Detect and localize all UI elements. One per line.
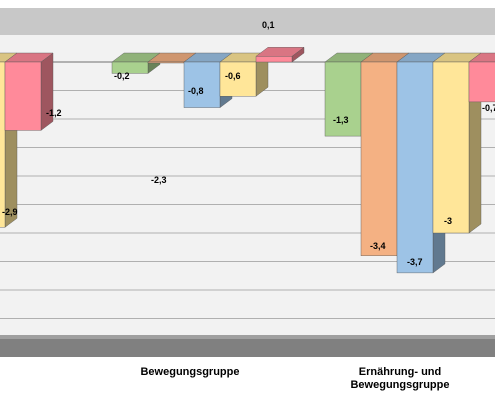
data-label: -0,2 (114, 71, 130, 81)
bar-g0-s3 (0, 61, 6, 228)
data-label: -3,7 (407, 257, 423, 267)
bar-g2-s4 (468, 61, 495, 103)
data-label: -2,3 (151, 175, 167, 185)
bar-g0-s4 (4, 61, 42, 131)
bar-g1-s1 (147, 61, 185, 64)
x-tick-label: Ernährung- und (359, 366, 442, 378)
data-label: -1,3 (333, 115, 349, 125)
x-tick-label: Bewegungsgruppe (140, 366, 239, 378)
data-label: -1,2 (46, 108, 62, 118)
x-tick-label: Bewegungsgruppe (350, 379, 449, 391)
data-label: -3,4 (370, 241, 386, 251)
data-label: -2,9 (2, 207, 18, 217)
data-label: -0,6 (225, 71, 241, 81)
data-label: -3 (444, 216, 452, 226)
bar-side-g0-s4 (40, 52, 54, 131)
data-label: -0,8 (188, 86, 204, 96)
bar-g1-s0 (111, 61, 149, 74)
bar-g1-s2 (183, 61, 221, 108)
bar-g2-s2 (396, 61, 434, 274)
bar-g2-s3 (432, 61, 470, 234)
bar-g2-s0 (324, 61, 362, 137)
bar-g1-s4 (255, 56, 293, 63)
bar-g1-s3 (219, 61, 257, 97)
data-label: -0,7 (482, 103, 495, 113)
data-label: 0,1 (262, 20, 275, 30)
chart-floor-edge (0, 335, 495, 339)
bar-g2-s1 (360, 61, 398, 257)
chart-floor (0, 335, 495, 357)
